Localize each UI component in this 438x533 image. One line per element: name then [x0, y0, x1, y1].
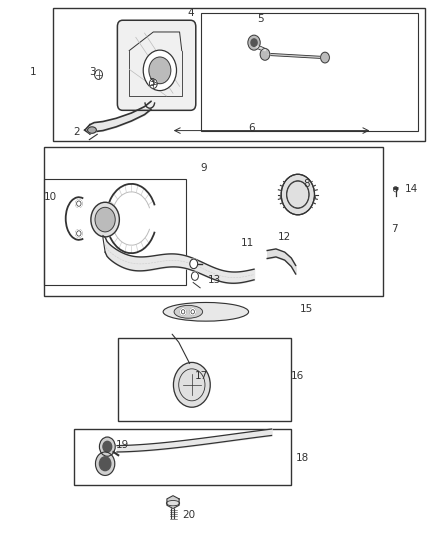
Circle shape [99, 457, 111, 471]
Circle shape [149, 57, 171, 84]
Text: 2: 2 [73, 127, 80, 137]
Bar [53, 8, 425, 141]
Circle shape [95, 452, 115, 475]
Text: 14: 14 [405, 184, 418, 194]
Circle shape [103, 441, 112, 452]
Text: 20: 20 [182, 511, 195, 520]
Text: 19: 19 [116, 440, 129, 450]
Circle shape [191, 272, 198, 280]
Circle shape [76, 200, 82, 207]
Text: 17: 17 [195, 371, 208, 381]
Ellipse shape [91, 203, 119, 237]
Text: 16: 16 [291, 371, 304, 381]
FancyBboxPatch shape [117, 20, 196, 110]
Text: 18: 18 [296, 454, 309, 463]
Circle shape [260, 49, 270, 60]
Circle shape [180, 309, 186, 315]
Text: 1: 1 [29, 67, 36, 77]
Bar [44, 147, 383, 296]
Text: 10: 10 [44, 192, 57, 202]
Circle shape [95, 70, 102, 79]
Text: 11: 11 [241, 238, 254, 247]
Circle shape [190, 259, 198, 269]
Circle shape [321, 52, 329, 63]
Text: 12: 12 [278, 232, 291, 242]
Ellipse shape [95, 207, 115, 232]
Circle shape [281, 174, 314, 215]
Text: 13: 13 [208, 275, 221, 285]
Bar [44, 179, 186, 285]
Ellipse shape [174, 305, 203, 318]
Bar [74, 429, 291, 485]
Text: 9: 9 [200, 163, 207, 173]
Circle shape [248, 35, 260, 50]
Circle shape [251, 39, 257, 46]
Text: 7: 7 [391, 224, 398, 234]
Circle shape [76, 230, 82, 237]
Text: 8: 8 [303, 179, 310, 189]
Text: 4: 4 [187, 9, 194, 18]
Circle shape [143, 50, 177, 91]
Circle shape [76, 200, 82, 207]
Text: 3: 3 [148, 78, 155, 87]
Circle shape [99, 437, 115, 456]
Circle shape [149, 79, 157, 88]
Circle shape [173, 362, 210, 407]
Ellipse shape [280, 192, 315, 202]
Ellipse shape [88, 127, 96, 133]
Ellipse shape [163, 303, 249, 321]
Circle shape [190, 309, 195, 315]
Ellipse shape [166, 500, 180, 506]
Text: 3: 3 [88, 67, 95, 77]
Text: 5: 5 [257, 14, 264, 23]
Text: 6: 6 [248, 123, 255, 133]
Circle shape [281, 174, 314, 215]
Text: 15: 15 [300, 304, 313, 314]
Bar [201, 13, 418, 131]
Circle shape [76, 230, 82, 237]
Circle shape [190, 309, 195, 315]
Bar [118, 338, 291, 421]
Circle shape [180, 309, 186, 315]
Polygon shape [167, 496, 179, 508]
